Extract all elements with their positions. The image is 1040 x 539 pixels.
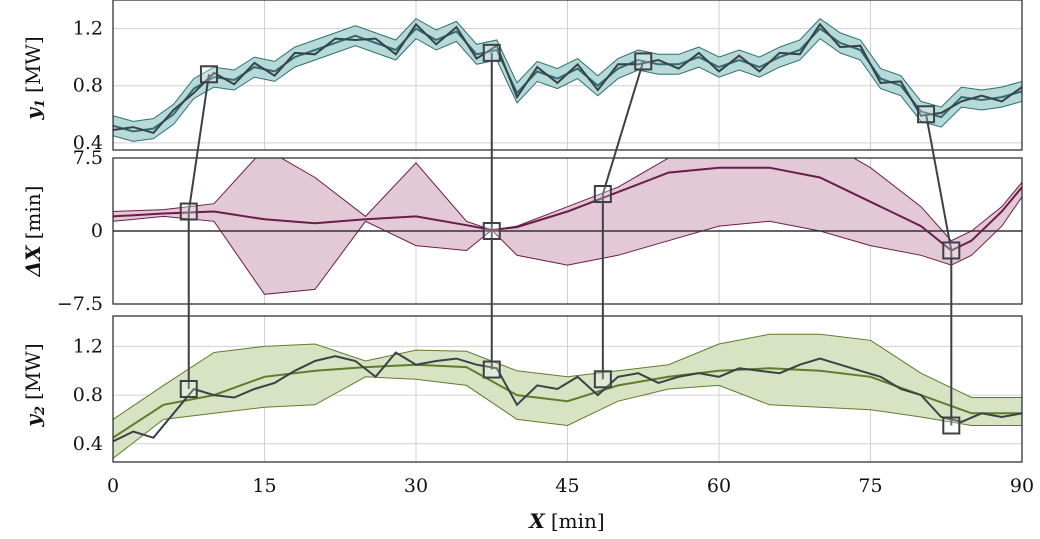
x-tick-label-0: 0: [107, 475, 119, 497]
marker-square-p1-0: [199, 65, 218, 84]
confidence-band-y1: [113, 17, 1022, 142]
x-tick-label-2: 30: [404, 475, 428, 497]
panel-frame-2: [112, 157, 1023, 305]
marker-square-p1-2: [634, 52, 653, 71]
y-tick-label-0-0: 0.4: [73, 132, 103, 154]
connector-upper-3: [925, 114, 953, 251]
marker-square-p3-3: [942, 416, 961, 435]
top-panel-power-y1: 0.4 0.8 1.2: [73, 0, 1023, 154]
y-axis-label-panel2: ΔX[min]: [21, 186, 45, 278]
marker-square-p3-1: [482, 360, 501, 379]
marker-square-p2-0: [179, 202, 198, 221]
panel-frame-3: [112, 315, 1023, 463]
marker-square-p2-2: [593, 185, 612, 204]
connector-upper-2: [601, 61, 645, 195]
connector-upper-0: [187, 74, 210, 212]
marker-square-p2-1: [482, 222, 501, 240]
confidence-band-dx: [113, 158, 1022, 295]
confidence-band-y2: [113, 333, 1022, 460]
x-tick-label-6: 90: [1010, 475, 1034, 497]
marker-square-p1-3: [917, 105, 936, 124]
x-tick-label-5: 75: [858, 475, 882, 497]
x-tick-label-3: 45: [555, 475, 579, 497]
marker-square-p3-2: [593, 370, 612, 389]
bottom-panel-power-y2: 0.4 0.8 1.2 0 15 30 45 60 75 90: [73, 315, 1034, 497]
marker-square-p1-1: [482, 43, 501, 62]
measured-line-y2: [113, 351, 1022, 443]
y-tick-label-1-2: −7.5: [57, 293, 103, 315]
marker-connectors: [179, 43, 961, 435]
middle-panel-time-shift: 7.5 0 −7.5: [57, 147, 1023, 315]
marker-square-p3-0: [179, 380, 198, 398]
mean-line-y2: [113, 363, 1022, 439]
y-tick-label-2-0: 0.4: [73, 433, 103, 455]
panel-frame-1: [112, 0, 1023, 151]
y-tick-label-1-0: 7.5: [73, 147, 103, 169]
plot-area-2: [113, 158, 1022, 295]
y-axis-label-panel1: y1[MW]: [21, 36, 48, 120]
y-tick-label-1-1: 0: [91, 220, 103, 242]
y-tick-label-2-2: 1.2: [73, 335, 103, 357]
plot-area-3: [113, 333, 1022, 460]
y-tick-label-2-1: 0.8: [73, 384, 103, 406]
marker-square-p2-3: [942, 241, 961, 260]
y-axis-label-panel3: y2[MW]: [21, 343, 48, 427]
x-axis-label: X [min]: [527, 509, 604, 533]
measured-line-y1: [113, 22, 1022, 135]
plot-area-1: [113, 17, 1022, 142]
mean-line-dx: [113, 166, 1022, 252]
x-tick-label-1: 15: [252, 475, 276, 497]
x-tick-label-4: 60: [707, 475, 731, 497]
y-tick-label-0-2: 1.2: [73, 18, 103, 40]
y-tick-label-0-1: 0.8: [73, 75, 103, 97]
